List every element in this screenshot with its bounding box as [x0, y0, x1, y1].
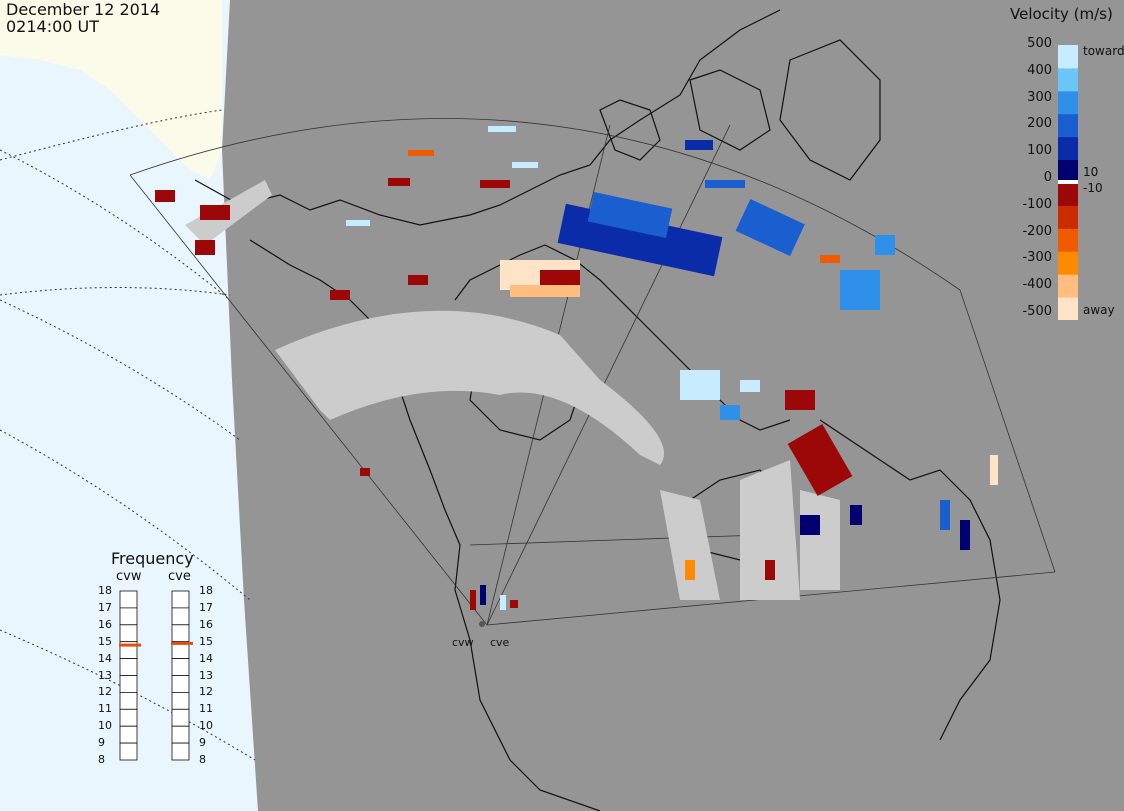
- colorbar-band: [1058, 228, 1078, 252]
- frequency-tick-right: 11: [199, 702, 213, 716]
- colorbar-tick-label: 0: [1043, 170, 1052, 185]
- frequency-cell: [119, 658, 138, 676]
- date-label: December 12 2014: [6, 0, 161, 19]
- frequency-tick-right: 10: [199, 719, 213, 733]
- colorbar-tick-label: 300: [1027, 89, 1052, 105]
- night-region: [222, 0, 1124, 811]
- frequency-tick-left: 15: [98, 634, 112, 648]
- frequency-cell: [119, 725, 138, 744]
- colorbar-band: [1058, 90, 1078, 115]
- frequency-cell: [119, 742, 138, 761]
- frequency-tick-right: 12: [199, 685, 213, 699]
- colorbar-tick-label: 100: [1027, 143, 1052, 159]
- freq-radar-cve-label: cve: [168, 569, 191, 584]
- frequency-cell: [171, 742, 190, 761]
- colorbar-band: [1058, 297, 1078, 320]
- frequency-cell: [119, 607, 138, 626]
- frequency-cell: [171, 658, 190, 676]
- colorbar-band: [1058, 205, 1078, 229]
- velocity-colorbar: [1058, 45, 1078, 320]
- frequency-tick-right: 9: [199, 736, 206, 750]
- colorbar-tick-label: -400: [1022, 277, 1052, 293]
- grid-lines: [0, 109, 256, 761]
- frequency-cell: [171, 725, 190, 744]
- frequency-cell: [119, 692, 138, 710]
- colorbar-band: [1058, 67, 1078, 92]
- radar-site-marker: [479, 621, 485, 627]
- frequency-tick-right: 8: [199, 753, 206, 766]
- frequency-tick-left: 12: [98, 685, 112, 699]
- colorbar-tick-label: -200: [1022, 223, 1052, 239]
- colorbar-band: [1058, 251, 1078, 275]
- frequency-cell: [119, 708, 138, 727]
- colorbar-zero-band: [1058, 180, 1078, 184]
- frequency-cell: [119, 675, 138, 693]
- colorbar-tick-label: 500: [1027, 36, 1052, 51]
- frequency-tick-left: 14: [98, 651, 112, 665]
- timestamp-header: December 12 2014 0214:00 UT: [6, 1, 160, 35]
- colorbar-band: [1058, 45, 1078, 69]
- colorbar-tick-label: 400: [1027, 62, 1052, 78]
- frequency-tick-left: 9: [98, 736, 105, 750]
- colorbar-band: [1058, 136, 1078, 161]
- frequency-tick-right: 17: [199, 600, 213, 614]
- frequency-cell: [171, 708, 190, 727]
- frequency-tick-left: 16: [98, 617, 112, 631]
- frequency-tick-left: 10: [98, 719, 112, 733]
- frequency-tick-left: 11: [98, 702, 112, 716]
- frequency-tick-left: 13: [98, 668, 112, 682]
- colorbar-title: Velocity (m/s): [1010, 5, 1113, 23]
- field-of-view: [129, 118, 1056, 626]
- colorbar-band: [1058, 274, 1078, 298]
- colorbar-minus10-label: -10: [1083, 181, 1103, 195]
- frequency-cell: [171, 607, 190, 626]
- radar-label-cve: cve: [490, 636, 510, 649]
- frequency-cell: [171, 675, 190, 693]
- colorbar-tick-label: 200: [1027, 116, 1052, 132]
- frequency-tick-right: 15: [199, 634, 213, 648]
- velocity-data: [155, 126, 998, 610]
- colorbar-tick-label: -300: [1022, 250, 1052, 266]
- frequency-cell: [171, 624, 190, 643]
- radar-label-cvw: cvw: [452, 636, 474, 649]
- frequency-cell: [119, 590, 138, 609]
- colorbar-toward-label: toward: [1083, 44, 1124, 58]
- frequency-cell: [171, 692, 190, 710]
- frequency-tick-right: 16: [199, 617, 213, 631]
- colorbar-band: [1058, 182, 1078, 206]
- frequency-panel: [119, 590, 193, 761]
- frequency-marker: [171, 641, 193, 645]
- colorbar-away-label: away: [1083, 303, 1115, 317]
- frequency-cell: [119, 624, 138, 643]
- time-label: 0214:00 UT: [6, 17, 100, 36]
- frequency-tick-right: 18: [199, 584, 213, 597]
- freq-radar-cvw-label: cvw: [116, 569, 142, 584]
- colorbar-band: [1058, 159, 1078, 183]
- frequency-tick-right: 13: [199, 668, 213, 682]
- colorbar-10-label: 10: [1083, 165, 1099, 179]
- colorbar-band: [1058, 113, 1078, 138]
- frequency-tick-left: 18: [98, 584, 112, 597]
- frequency-tick-left: 17: [98, 600, 112, 614]
- frequency-cell: [171, 590, 190, 609]
- frequency-title: Frequency: [111, 549, 194, 568]
- day-land: [0, 0, 222, 180]
- colorbar-tick-label: -500: [1022, 304, 1052, 319]
- frequency-tick-right: 14: [199, 651, 213, 665]
- frequency-tick-left: 8: [98, 753, 105, 766]
- frequency-marker: [119, 643, 141, 647]
- colorbar-tick-label: -100: [1022, 196, 1052, 212]
